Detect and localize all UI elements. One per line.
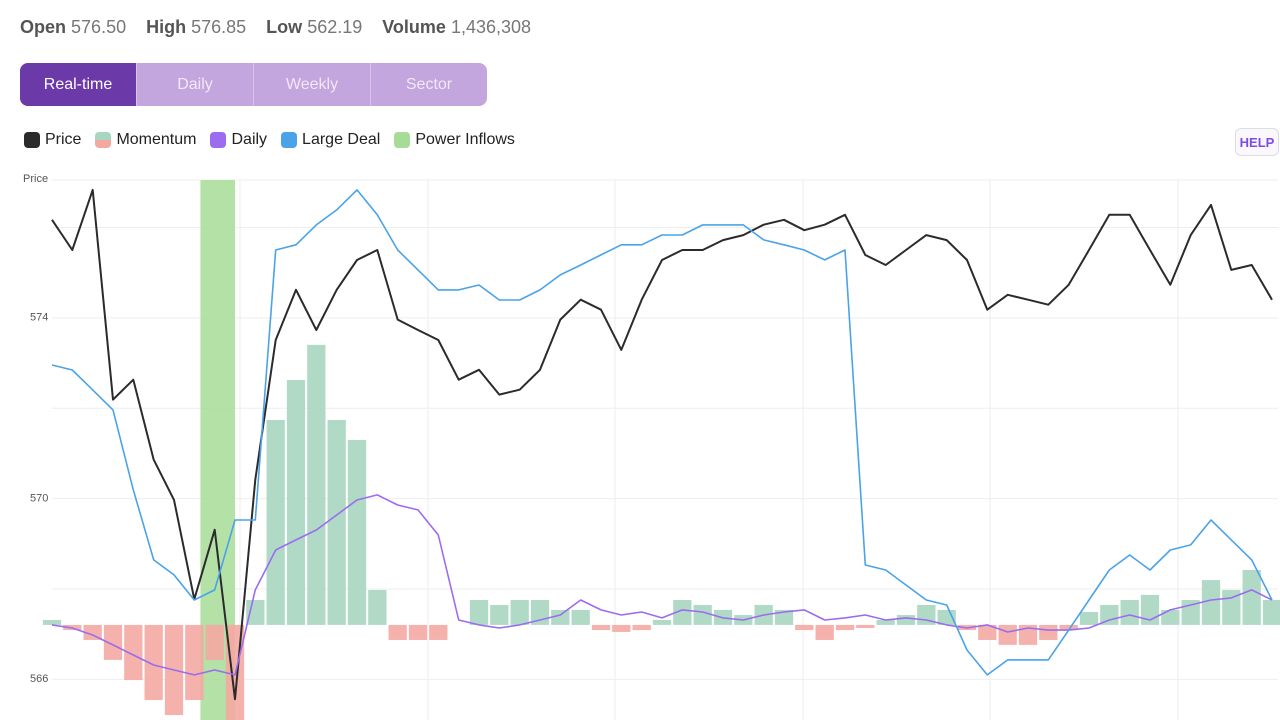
momentum-bar (1100, 604, 1119, 625)
momentum-bar (1079, 612, 1099, 625)
stat: Low 562.19 (266, 17, 362, 38)
series-line (51, 189, 1273, 676)
momentum-bar (978, 624, 997, 640)
momentum-bar (896, 615, 916, 625)
legend-label: Large Deal (302, 131, 381, 148)
y-tick-label: 574 (30, 312, 48, 324)
tab[interactable]: Weekly (253, 63, 370, 106)
y-tick-label: 570 (30, 492, 48, 504)
stat-value: 562.19 (307, 17, 363, 37)
momentum-bar (368, 589, 387, 625)
y-tick-label: 566 (30, 673, 48, 685)
y-axis-label: Price (23, 173, 48, 185)
legend-label: Momentum (116, 131, 197, 148)
momentum-bar (652, 619, 672, 625)
momentum-bar (1059, 624, 1078, 631)
momentum-bar (571, 609, 590, 625)
momentum-bar (876, 619, 895, 625)
momentum-bar (795, 624, 814, 631)
legend: Price Momentum Daily Large Deal Power Inflow… (24, 131, 515, 149)
legend-label: Price (45, 131, 82, 148)
momentum-bar (266, 419, 285, 625)
momentum-bar (144, 624, 163, 701)
momentum-bar (246, 600, 265, 625)
momentum-bar (408, 624, 428, 640)
legend-item[interactable]: Price (24, 131, 81, 149)
momentum-bar (83, 624, 102, 640)
legend-swatch (394, 132, 411, 148)
tabs: Real-time Daily Weekly Sector (20, 63, 487, 106)
stat-value: 576.85 (191, 17, 247, 37)
momentum-bar (490, 604, 509, 625)
momentum-bar (693, 604, 712, 625)
momentum-bar (673, 600, 692, 625)
legend-swatch (24, 132, 40, 148)
momentum-bar (856, 624, 875, 628)
momentum-bar (185, 624, 204, 701)
legend-swatch (95, 132, 112, 148)
momentum-bar (551, 609, 570, 625)
momentum-bar (347, 439, 367, 625)
momentum-bar (612, 624, 631, 632)
momentum-bar (103, 624, 123, 660)
momentum-bar (1120, 600, 1139, 625)
momentum-bar (286, 380, 306, 625)
momentum-bar (429, 624, 448, 640)
legend-item[interactable]: Daily (210, 131, 267, 149)
stat-label: Volume (382, 17, 446, 37)
stat-value: 576.50 (71, 17, 127, 37)
tab[interactable]: Sector (370, 63, 487, 106)
momentum-bar (1262, 600, 1280, 625)
legend-swatch (281, 132, 298, 148)
legend-item[interactable]: Power Inflows (394, 131, 515, 149)
series-line (51, 188, 1273, 701)
tab[interactable]: Real-time (20, 63, 136, 106)
momentum-bar (469, 600, 489, 625)
momentum-bar (307, 344, 326, 625)
tab[interactable]: Daily (136, 63, 253, 106)
momentum-bar (815, 624, 834, 640)
stat: High 576.85 (146, 17, 246, 38)
momentum-bar (388, 624, 407, 640)
momentum-bar (205, 624, 224, 660)
momentum-bar (632, 624, 651, 631)
help-button[interactable]: HELP (1235, 128, 1279, 156)
momentum-bar (1242, 569, 1261, 625)
momentum-bar (1201, 580, 1221, 625)
legend-swatch (210, 132, 227, 148)
stat: Volume 1,436,308 (382, 17, 531, 38)
stat-label: Open (20, 17, 67, 37)
stat-label: High (146, 17, 187, 37)
stats: Open 576.50 High 576.85 Low 562.19 Volume 1… (20, 17, 531, 38)
stat-value: 1,436,308 (450, 17, 532, 37)
momentum-bar (42, 619, 62, 625)
momentum-bar (1018, 624, 1038, 645)
legend-label: Power Inflows (415, 131, 515, 148)
momentum-bar (124, 624, 143, 681)
momentum-bar (327, 419, 346, 625)
legend-item[interactable]: Large Deal (281, 131, 380, 149)
stat-label: Low (266, 17, 303, 37)
momentum-bar (1161, 609, 1180, 625)
legend-label: Daily (231, 131, 268, 148)
momentum-bar (591, 624, 611, 631)
momentum-bar (774, 609, 794, 625)
momentum-bar (510, 600, 529, 625)
legend-item[interactable]: Momentum (95, 131, 196, 149)
momentum-bar (998, 624, 1017, 645)
stat: Open 576.50 (20, 17, 126, 38)
momentum-bar (835, 624, 855, 631)
momentum-bar (1039, 624, 1058, 640)
